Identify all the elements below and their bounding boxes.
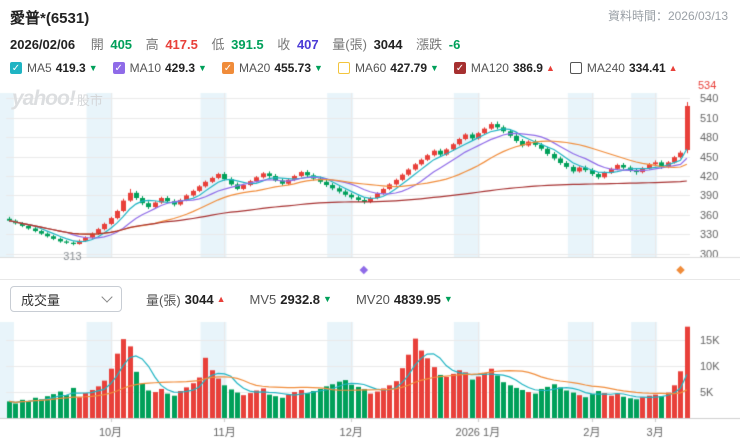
mv5-legend: MV5 2932.8 ▼	[250, 292, 332, 307]
ma10-label: MA10	[129, 61, 161, 75]
price-chart-panel: yahoo! 股市	[0, 79, 740, 279]
change-label: 漲跌	[416, 37, 443, 52]
chevron-down-icon	[101, 291, 113, 303]
ma20-value: 455.73	[274, 61, 312, 75]
ma20-trend-icon: ▼	[314, 63, 323, 73]
ma10-checkbox-icon[interactable]: ✓	[112, 62, 125, 74]
mv20-trend-icon: ▼	[443, 294, 453, 304]
quote-date: 2026/02/06	[10, 37, 76, 52]
ma120-trend-icon: ▲	[545, 63, 555, 73]
mv20-value: 4839.95	[393, 291, 441, 307]
ma120-value: 386.9	[512, 61, 543, 75]
ma10-trend-icon: ▼	[198, 63, 207, 73]
indicator-dropdown[interactable]: 成交量	[10, 286, 122, 312]
ma10-toggle[interactable]: ✓ MA10 429.3 ▼	[112, 61, 207, 75]
volume-legend-label: 量(張)	[146, 292, 181, 308]
volume-panel-header: 成交量 量(張) 3044 ▲ MV5 2932.8 ▼ MV20 4839.9…	[0, 280, 740, 318]
ma5-value: 419.3	[55, 61, 86, 75]
mv20-legend: MV20 4839.95 ▼	[356, 292, 453, 307]
ma5-label: MA5	[27, 61, 52, 75]
ma60-checkbox-icon[interactable]	[337, 62, 350, 74]
ma5-checkbox-icon[interactable]: ✓	[10, 62, 22, 74]
ma240-checkbox-icon[interactable]	[569, 62, 582, 74]
ma60-toggle[interactable]: MA60 427.79 ▼	[337, 61, 439, 75]
change-value: -6	[448, 37, 461, 52]
ma120-toggle[interactable]: ✓ MA120 386.9 ▲	[453, 61, 555, 75]
ma20-checkbox-icon[interactable]: ✓	[221, 62, 234, 74]
page-title: 愛普*(6531)	[10, 10, 90, 27]
mv20-label: MV20	[355, 291, 390, 307]
mv5-value: 2932.8	[280, 291, 321, 307]
ma60-label: MA60	[354, 61, 387, 75]
panel-divider	[0, 279, 740, 280]
open-value: 405	[110, 37, 133, 52]
high-value: 417.5	[165, 37, 198, 52]
mv5-trend-icon: ▼	[323, 294, 332, 304]
volume-value: 3044	[373, 37, 403, 52]
ma240-label: MA240	[586, 61, 625, 75]
ma5-toggle[interactable]: ✓ MA5 419.3 ▼	[10, 61, 98, 75]
ma-legend-row: ✓ MA5 419.3 ▼ ✓ MA10 429.3 ▼ ✓ MA20 455.…	[0, 53, 740, 79]
high-label: 高	[145, 37, 159, 52]
open-label: 開	[90, 37, 104, 52]
header: 愛普*(6531) 資料時間：2026/03/13	[0, 0, 740, 28]
ma60-value: 427.79	[390, 61, 427, 75]
volume-trend-icon: ▲	[216, 294, 226, 304]
ma60-trend-icon: ▼	[430, 63, 439, 73]
volume-chart[interactable]	[0, 318, 740, 447]
main-price-chart[interactable]	[0, 79, 740, 279]
mv5-label: MV5	[249, 291, 277, 307]
ma120-label: MA120	[470, 61, 509, 75]
ma20-label: MA20	[238, 61, 271, 75]
ma120-checkbox-icon[interactable]: ✓	[453, 62, 466, 74]
data-timestamp: 資料時間：2026/03/13	[607, 9, 728, 23]
close-value: 407	[296, 37, 319, 52]
close-label: 收	[277, 37, 291, 52]
ma240-trend-icon: ▲	[668, 63, 678, 73]
volume-legend-value: 3044	[184, 291, 214, 307]
volume-chart-panel	[0, 318, 740, 447]
ma5-trend-icon: ▼	[88, 63, 98, 73]
quote-row: 2026/02/06 開 405 高 417.5 低 391.5 收 407 量…	[0, 28, 740, 53]
low-label: 低	[211, 37, 225, 52]
ma240-value: 334.41	[628, 61, 666, 75]
low-value: 391.5	[231, 37, 264, 52]
volume-legend: 量(張) 3044 ▲	[146, 290, 226, 309]
ma240-toggle[interactable]: MA240 334.41 ▲	[569, 61, 678, 75]
volume-label: 量(張)	[332, 37, 367, 52]
indicator-dropdown-value: 成交量	[21, 292, 61, 308]
ma20-toggle[interactable]: ✓ MA20 455.73 ▼	[221, 61, 323, 75]
ma10-value: 429.3	[165, 61, 196, 75]
